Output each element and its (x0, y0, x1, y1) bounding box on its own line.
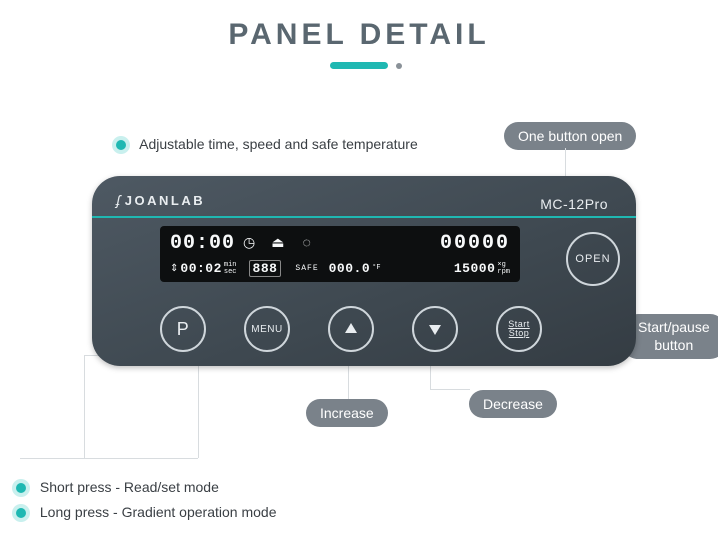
bullet-icon (16, 508, 26, 518)
lcd-time-sub: 00:02 (180, 261, 222, 276)
legend-line-1: Short press - Read/set mode (16, 479, 219, 495)
spin-icon: ◌ (302, 236, 310, 252)
leader-line (20, 458, 198, 459)
leader-line (198, 365, 199, 458)
bullet-icon (116, 140, 126, 150)
lcd-time-units: min sec (224, 262, 237, 276)
leader-line (430, 389, 470, 390)
title-underline (330, 62, 388, 69)
callout-startstop-l2: button (638, 337, 710, 355)
feature-text: Adjustable time, speed and safe temperat… (139, 136, 418, 152)
lcd-count-main: 00000 (440, 232, 510, 255)
panel-divider (92, 216, 636, 218)
brand-label: ʄJOANLAB (116, 192, 205, 208)
lcd-rpm-units: ×g rpm (497, 262, 510, 276)
leader-line (348, 365, 349, 399)
open-button[interactable]: OPEN (566, 232, 620, 286)
feature-line: Adjustable time, speed and safe temperat… (116, 136, 418, 152)
brand-text: JOANLAB (125, 193, 205, 208)
clock-icon: ◷ (243, 235, 255, 252)
legend-line-2: Long press - Gradient operation mode (16, 504, 276, 520)
lcd-temp-unit: °F (372, 265, 380, 272)
lcd-temp-val: 000.0 (329, 261, 371, 276)
button-row: P MENU Start Stop (160, 306, 542, 352)
legend-text-2: Long press - Gradient operation mode (40, 504, 277, 520)
callout-startstop: Start/pause button (622, 314, 718, 359)
bullet-icon (16, 483, 26, 493)
arrow-up-icon (342, 320, 360, 338)
lcd-display: 00:00 ◷ ⏏ ◌ 00000 ⇕ 00:02 min sec 888 SA… (160, 226, 520, 282)
start-stop-button[interactable]: Start Stop (496, 306, 542, 352)
lcd-rpm-val: 15000 (454, 261, 496, 276)
device-panel: ʄJOANLAB MC-12Pro 00:00 ◷ ⏏ ◌ 00000 ⇕ 00… (92, 176, 636, 366)
callout-decrease: Decrease (469, 390, 557, 418)
leader-line (430, 365, 431, 389)
leader-line (84, 355, 85, 458)
lid-icon: ⏏ (271, 235, 284, 252)
p-button[interactable]: P (160, 306, 206, 352)
page-title: PANEL DETAIL (0, 0, 718, 52)
menu-button[interactable]: MENU (244, 306, 290, 352)
legend-text-1: Short press - Read/set mode (40, 479, 219, 495)
model-label: MC-12Pro (540, 196, 608, 212)
increase-button[interactable] (328, 306, 374, 352)
leader-line (565, 148, 566, 176)
feather-icon: ʄ (116, 192, 123, 208)
updown-icon: ⇕ (170, 263, 178, 275)
callout-open: One button open (504, 122, 636, 150)
stop-label: Stop (509, 328, 530, 338)
lcd-prog-box: 888 (249, 260, 282, 277)
callout-startstop-l1: Start/pause (638, 319, 710, 337)
decrease-button[interactable] (412, 306, 458, 352)
arrow-down-icon (426, 320, 444, 338)
lcd-time-main: 00:00 (170, 232, 235, 255)
callout-increase: Increase (306, 399, 388, 427)
lcd-safe-label: SAFE (295, 264, 318, 273)
